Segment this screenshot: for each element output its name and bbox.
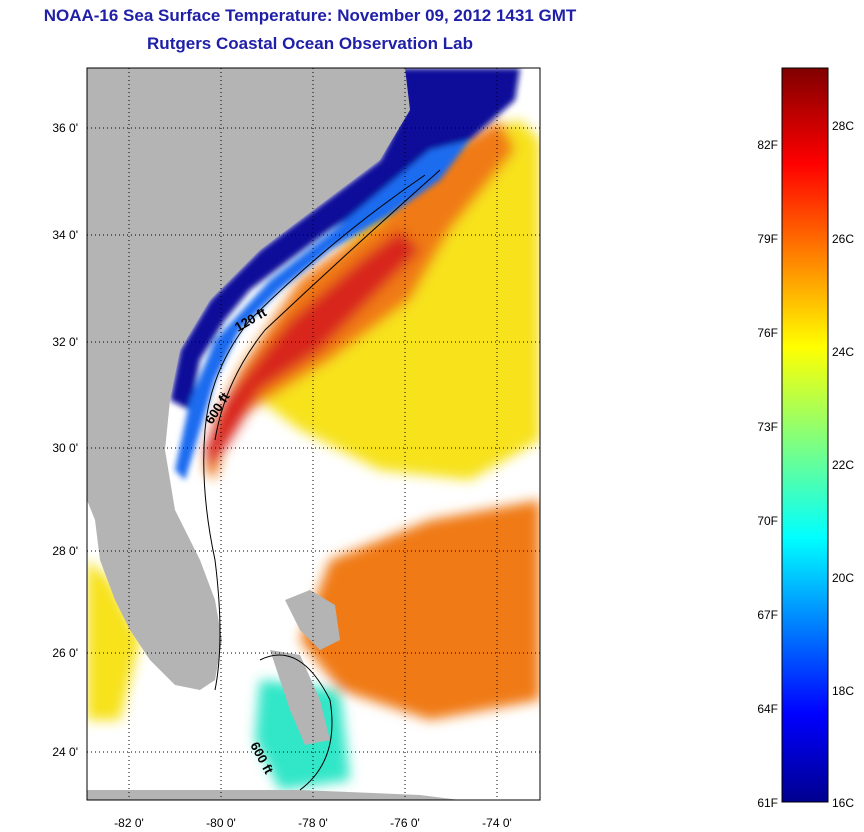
lat-tick: 34 0' (52, 228, 78, 242)
lon-axis: -82 0' -80 0' -78 0' -76 0' -74 0' (114, 816, 512, 830)
lat-axis: 36 0' 34 0' 32 0' 30 0' 28 0' 26 0' 24 0… (52, 121, 78, 759)
land-mass (87, 790, 460, 800)
colorbar-f-label: 67F (757, 608, 778, 622)
sst-region (300, 500, 540, 720)
colorbar-f-label: 82F (757, 138, 778, 152)
colorbar-f-label: 61F (757, 796, 778, 810)
lat-tick: 26 0' (52, 646, 78, 660)
sst-region (175, 140, 470, 480)
colorbar-f-label: 76F (757, 326, 778, 340)
colorbar-c-label: 22C (832, 458, 854, 472)
colorbar-c-label: 16C (832, 796, 854, 810)
colorbar-c-label: 18C (832, 684, 854, 698)
colorbar-f-label: 64F (757, 702, 778, 716)
land-mass (87, 68, 410, 690)
colorbar-c-label: 24C (832, 345, 854, 359)
sst-field (87, 68, 540, 800)
map-title: NOAA-16 Sea Surface Temperature: Novembe… (43, 6, 577, 25)
colorbar-f-label: 73F (757, 420, 778, 434)
lon-tick: -78 0' (298, 816, 328, 830)
lat-tick: 30 0' (52, 441, 78, 455)
sst-region (205, 230, 420, 470)
lon-tick: -76 0' (390, 816, 420, 830)
lon-tick: -82 0' (114, 816, 144, 830)
map-subtitle: Rutgers Coastal Ocean Observation Lab (147, 34, 473, 53)
sst-region (87, 560, 140, 720)
lat-tick: 24 0' (52, 745, 78, 759)
lat-tick: 28 0' (52, 544, 78, 558)
colorbar-gradient (781, 67, 829, 803)
colorbar: 82F 79F 76F 73F 70F 67F 64F 61F 28C 26C … (757, 67, 854, 810)
colorbar-c-label: 28C (832, 119, 854, 133)
colorbar-c-label: 26C (832, 232, 854, 246)
colorbar-f-label: 79F (757, 232, 778, 246)
lat-tick: 32 0' (52, 335, 78, 349)
colorbar-c-label: 20C (832, 571, 854, 585)
lat-tick: 36 0' (52, 121, 78, 135)
colorbar-f-label: 70F (757, 514, 778, 528)
land-mass (270, 650, 330, 745)
lon-tick: -80 0' (206, 816, 236, 830)
lon-tick: -74 0' (482, 816, 512, 830)
